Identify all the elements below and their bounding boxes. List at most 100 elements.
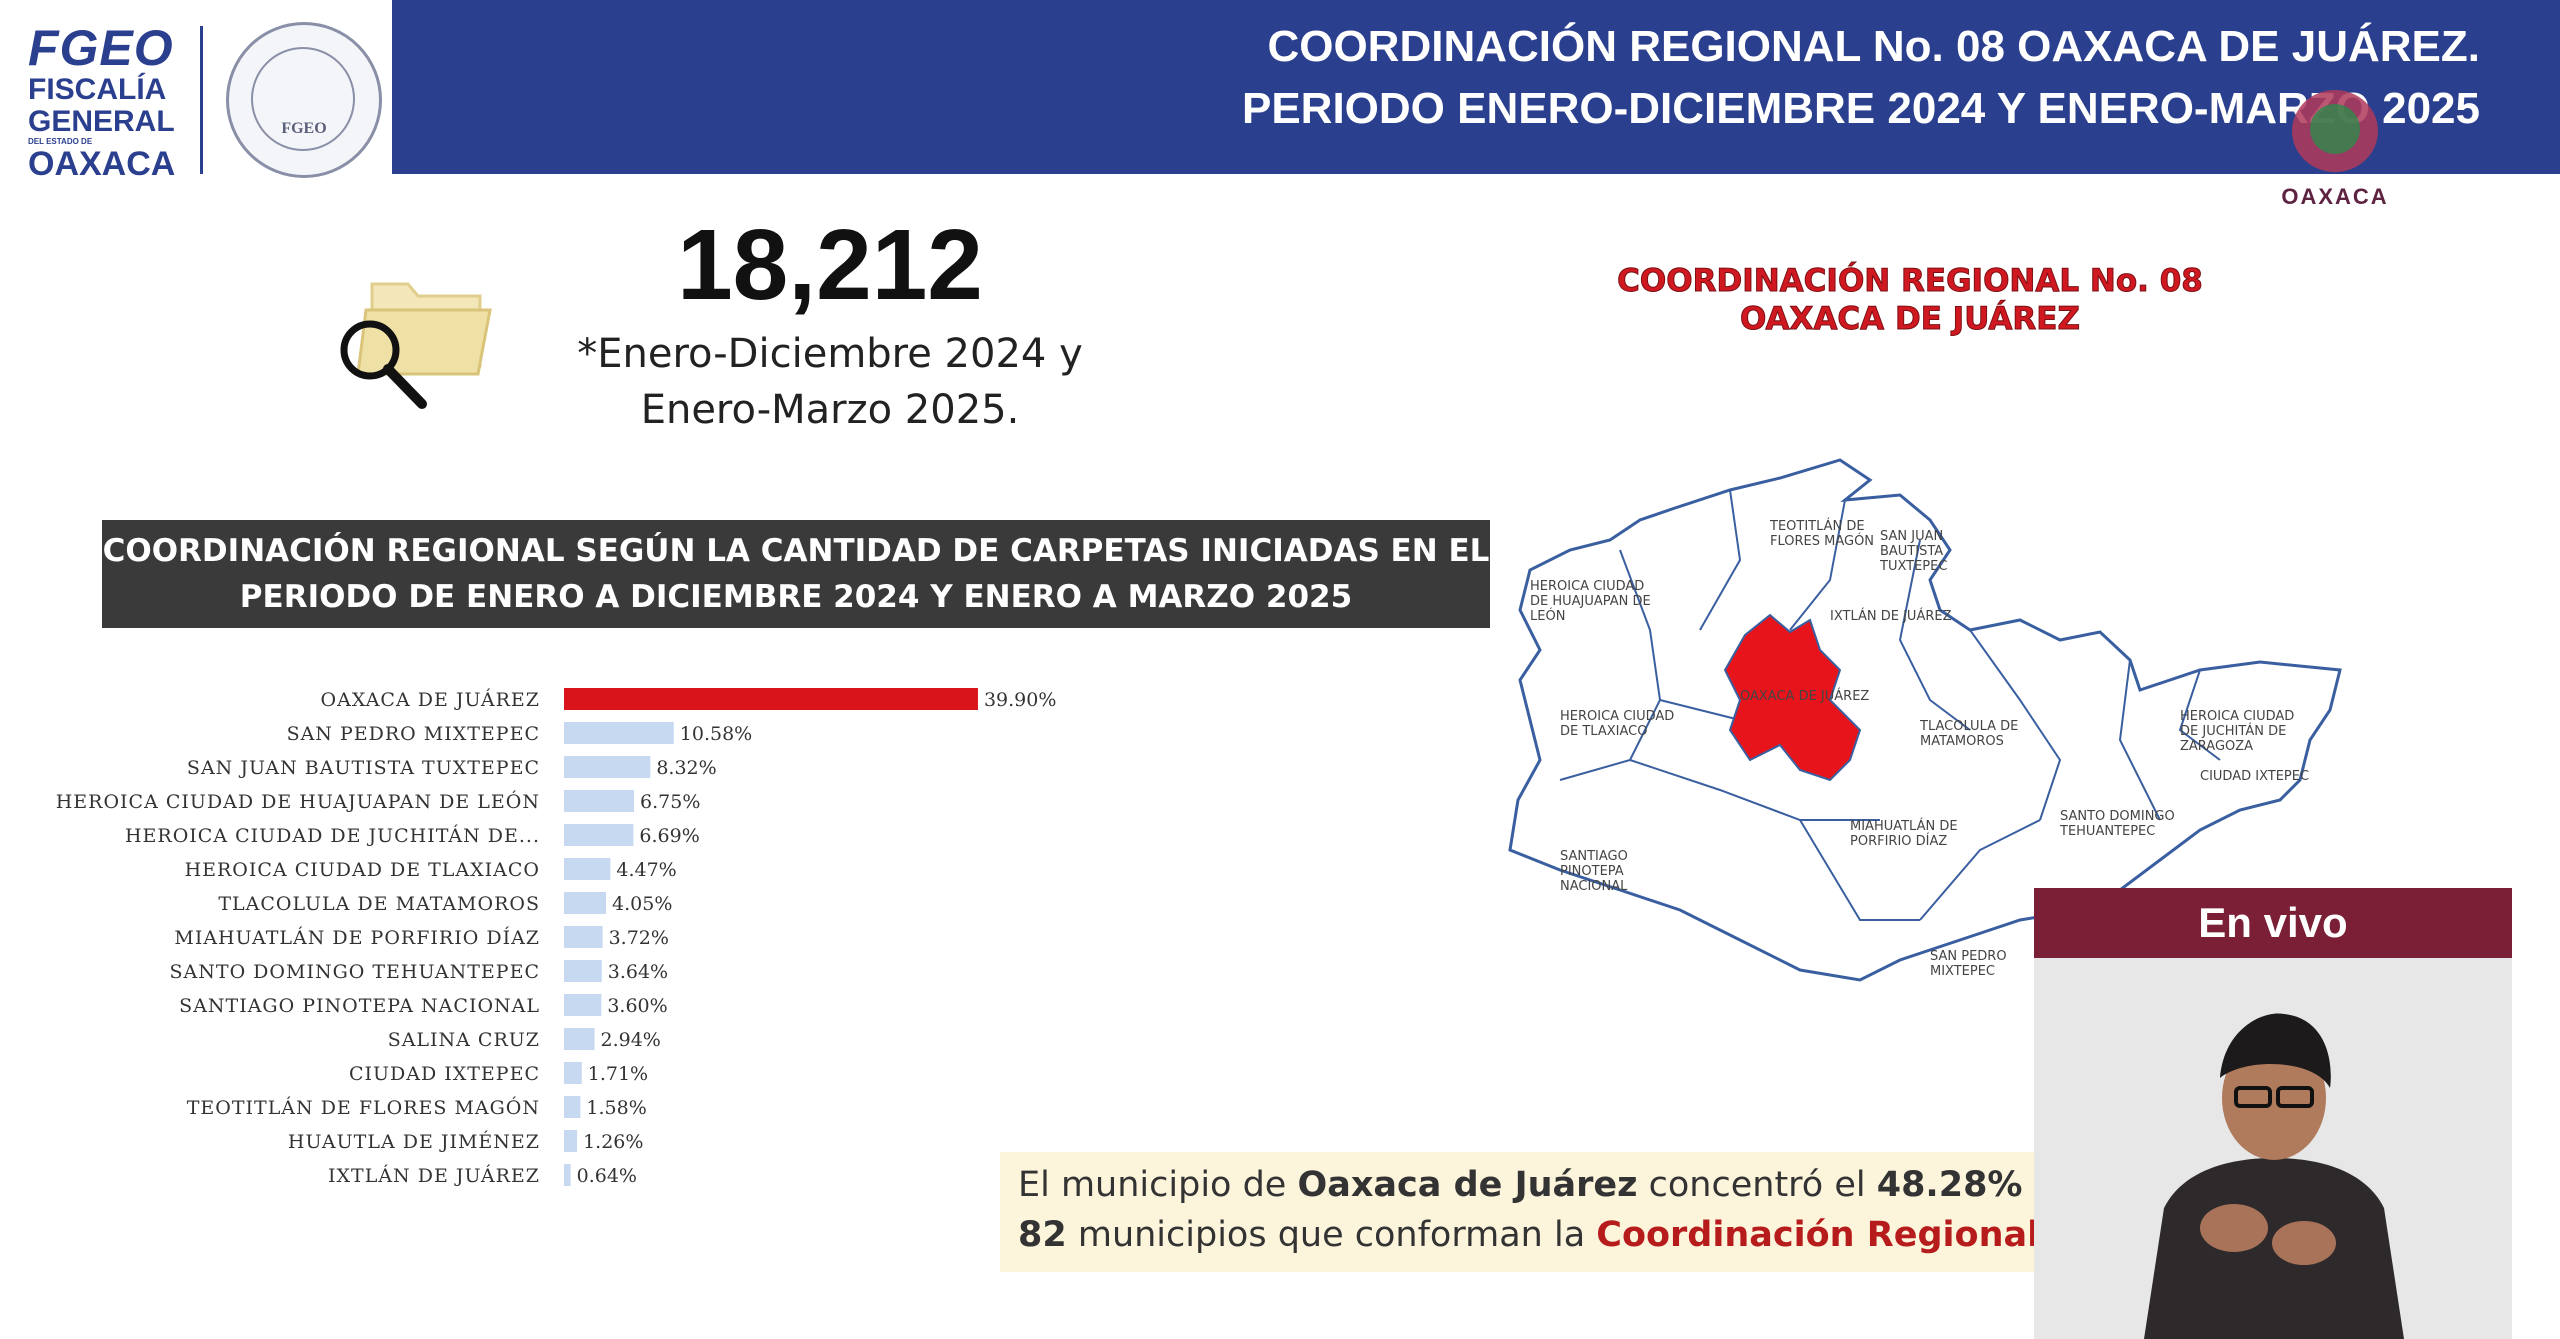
map-title-line1: COORDINACIÓN REGIONAL No. 08 bbox=[1617, 263, 2204, 300]
header-band: COORDINACIÓN REGIONAL No. 08 OAXACA DE J… bbox=[392, 0, 2560, 174]
bar bbox=[564, 824, 634, 846]
fgeo-logo-line-fiscalia: FISCALÍA bbox=[28, 73, 167, 106]
chart-title-line2: PERIODO DE ENERO A DICIEMBRE 2024 Y ENER… bbox=[239, 579, 1353, 615]
bar bbox=[564, 1096, 581, 1118]
map-region-label: SANTO DOMINGO TEHUANTEPEC bbox=[2059, 809, 2175, 839]
bar bbox=[564, 688, 978, 710]
page-title-line2: PERIODO ENERO-DICIEMBRE 2024 Y ENERO-MAR… bbox=[1241, 84, 2480, 133]
folder-search-icon bbox=[340, 282, 492, 409]
live-video-overlay: En vivo bbox=[2034, 888, 2512, 1339]
oaxaca-state-logo: OAXACA bbox=[2270, 90, 2400, 210]
page-title: COORDINACIÓN REGIONAL No. 08 OAXACA DE J… bbox=[1242, 16, 2480, 140]
value-label: 6.75% bbox=[640, 791, 700, 813]
total-carpetas: 18,212 bbox=[677, 209, 983, 321]
value-label: 39.90% bbox=[984, 689, 1056, 711]
category-label: OAXACA DE JUÁREZ bbox=[321, 688, 540, 711]
total-period-line1: *Enero-Diciembre 2024 y bbox=[577, 331, 1083, 377]
value-label: 3.64% bbox=[608, 961, 668, 983]
map-region-label: TEOTITLÁN DE FLORES MAGÓN bbox=[1769, 518, 1874, 549]
statement-percent: 48.28% bbox=[1876, 1165, 2023, 1205]
statement-count: 82 bbox=[1018, 1215, 1067, 1255]
value-label: 10.58% bbox=[680, 723, 752, 745]
value-label: 4.05% bbox=[612, 893, 672, 915]
category-label: HUAUTLA DE JIMÉNEZ bbox=[288, 1130, 540, 1153]
page-title-line1: COORDINACIÓN REGIONAL No. 08 OAXACA DE J… bbox=[1267, 22, 2480, 71]
value-label: 6.69% bbox=[639, 825, 699, 847]
chart-title-line1: COORDINACIÓN REGIONAL SEGÚN LA CANTIDAD … bbox=[102, 533, 1490, 569]
bar bbox=[564, 1130, 578, 1152]
bar-chart: OAXACA DE JUÁREZ 39.90% SAN PEDRO MIXTEPEC… bbox=[56, 688, 1056, 1187]
statement-line1: El municipio de Oaxaca de Juárez concent… bbox=[1018, 1160, 2082, 1210]
bar bbox=[564, 1028, 595, 1050]
statement-text: concentró el bbox=[1637, 1165, 1877, 1205]
category-label: CIUDAD IXTEPEC bbox=[349, 1063, 540, 1085]
map-region-oaxaca-de-juarez bbox=[1723, 613, 1862, 782]
seal-text: FGEO bbox=[281, 120, 327, 137]
fgeo-logo-line-oaxaca: OAXACA bbox=[28, 145, 176, 183]
category-label: HEROICA CIUDAD DE TLAXIACO bbox=[185, 859, 540, 881]
value-label: 1.58% bbox=[586, 1097, 646, 1119]
fgeo-logo-line-estado: DEL ESTADO DE bbox=[28, 137, 93, 146]
category-label: SANTIAGO PINOTEPA NACIONAL bbox=[179, 995, 540, 1017]
map-region-label: SANTIAGO PINOTEPA NACIONAL bbox=[1560, 849, 1628, 894]
statement-line2: 82 municipios que conforman la Coordinac… bbox=[1018, 1210, 2082, 1260]
map-title-line2: OAXACA DE JUÁREZ bbox=[1740, 301, 2081, 338]
fgeo-logo-line-general: GENERAL bbox=[28, 105, 175, 138]
value-label: 1.26% bbox=[583, 1131, 643, 1153]
value-label: 3.60% bbox=[607, 995, 667, 1017]
bar bbox=[564, 756, 651, 778]
map-state-outline bbox=[1508, 458, 2342, 982]
chart-title: COORDINACIÓN REGIONAL SEGÚN LA CANTIDAD … bbox=[102, 520, 1490, 628]
total-period: *Enero-Diciembre 2024 y Enero-Marzo 2025… bbox=[560, 326, 1100, 438]
category-label: SAN JUAN BAUTISTA TUXTEPEC bbox=[187, 757, 540, 779]
map-region-label: MIAHUATLÁN DE PORFIRIO DÍAZ bbox=[1850, 818, 1958, 849]
oaxaca-logo-text: OAXACA bbox=[2281, 184, 2389, 209]
sign-language-interpreter-icon bbox=[2144, 1013, 2404, 1339]
category-label: TLACOLULA DE MATAMOROS bbox=[218, 893, 540, 915]
category-label: HEROICA CIUDAD DE HUAJUAPAN DE LEÓN bbox=[56, 790, 540, 813]
value-label: 3.72% bbox=[609, 927, 669, 949]
bar bbox=[564, 960, 602, 982]
header: FGEO FISCALÍA GENERAL DEL ESTADO DE OAXA… bbox=[0, 0, 2560, 209]
map-region-label: TLACOLULA DE MATAMOROS bbox=[1919, 719, 2018, 749]
total-period-line2: Enero-Marzo 2025. bbox=[640, 387, 1020, 433]
category-label: SAN PEDRO MIXTEPEC bbox=[287, 723, 540, 745]
value-label: 8.32% bbox=[656, 757, 716, 779]
fgeo-seal-icon: FGEO bbox=[226, 22, 382, 178]
bar bbox=[564, 994, 602, 1016]
map-region-label: HEROICA CIUDAD DE JUCHITÁN DE ZARAGOZA bbox=[2180, 709, 2294, 754]
category-label: MIAHUATLÁN DE PORFIRIO DÍAZ bbox=[174, 926, 540, 949]
value-label: 0.64% bbox=[577, 1165, 637, 1187]
bar bbox=[564, 722, 674, 744]
value-label: 2.94% bbox=[601, 1029, 661, 1051]
category-label: IXTLÁN DE JUÁREZ bbox=[328, 1164, 540, 1187]
bar bbox=[564, 1164, 571, 1186]
category-label: TEOTITLÁN DE FLORES MAGÓN bbox=[187, 1096, 540, 1119]
statement-text: municipios que conforman la bbox=[1066, 1215, 1597, 1255]
statement-municipio: Oaxaca de Juárez bbox=[1297, 1165, 1638, 1205]
logo-divider bbox=[200, 26, 203, 174]
map-region-label: SAN PEDRO MIXTEPEC bbox=[1930, 949, 2007, 979]
category-label: SANTO DOMINGO TEHUANTEPEC bbox=[170, 961, 540, 983]
statement-coordinacion: Coordinación Regional N bbox=[1596, 1215, 2081, 1255]
map-region-label: SAN JUAN BAUTISTA TUXTEPEC bbox=[1879, 529, 1947, 574]
oaxaca-regions-map: HEROICA CIUDAD DE HUAJUAPAN DE LEÓN TEOTITL… bbox=[1508, 458, 2342, 982]
live-badge: En vivo bbox=[2034, 888, 2512, 958]
bar bbox=[564, 1062, 582, 1084]
statement-box: El municipio de Oaxaca de Juárez concent… bbox=[1000, 1152, 2100, 1272]
map-title: COORDINACIÓN REGIONAL No. 08 OAXACA DE J… bbox=[1560, 262, 2260, 338]
fgeo-logo-acronym: FGEO bbox=[28, 20, 174, 76]
bar bbox=[564, 790, 635, 812]
value-label: 4.47% bbox=[616, 859, 676, 881]
bar bbox=[564, 926, 603, 948]
map-region-label: IXTLÁN DE JUÁREZ bbox=[1830, 608, 1952, 624]
bar bbox=[564, 858, 611, 880]
bar bbox=[564, 892, 607, 914]
category-label: SALINA CRUZ bbox=[388, 1029, 540, 1051]
map-region-label: HEROICA CIUDAD DE HUAJUAPAN DE LEÓN bbox=[1530, 579, 1651, 624]
map-region-label: HEROICA CIUDAD DE TLAXIACO bbox=[1560, 709, 1674, 739]
value-label: 1.71% bbox=[588, 1063, 648, 1085]
statement-text: El municipio de bbox=[1018, 1165, 1298, 1205]
category-label: HEROICA CIUDAD DE JUCHITÁN DE... bbox=[125, 824, 540, 847]
fgeo-logo: FGEO FISCALÍA GENERAL DEL ESTADO DE OAXA… bbox=[28, 22, 188, 182]
